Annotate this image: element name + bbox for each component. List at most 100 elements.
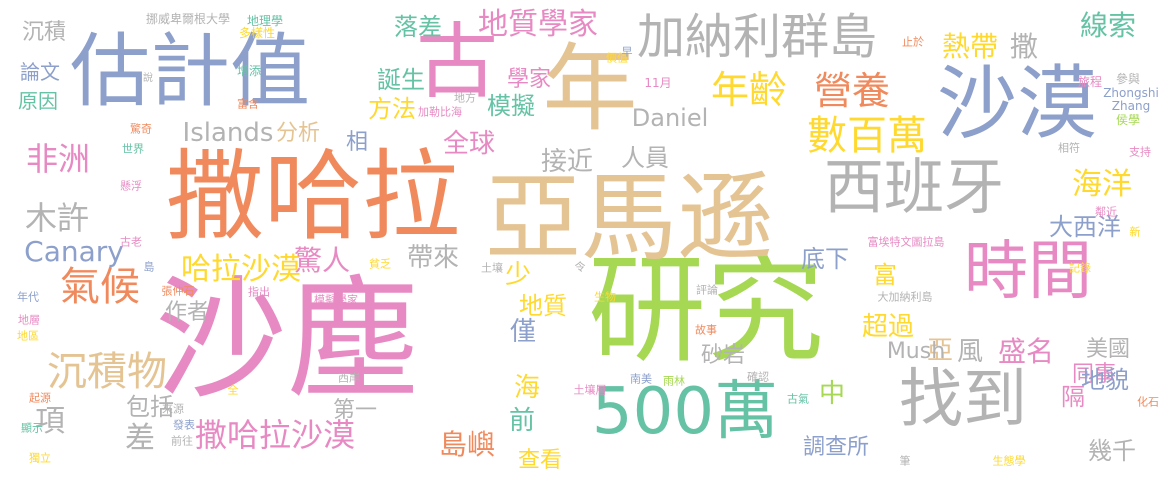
cloud-word: 11月 <box>644 76 672 90</box>
cloud-word: 前往 <box>171 434 193 448</box>
cloud-word: 沉積 <box>21 20 67 45</box>
cloud-word: 500萬 <box>591 375 779 449</box>
cloud-word: 原因 <box>18 89 58 113</box>
cloud-word: 盛名 <box>997 335 1055 368</box>
cloud-word: 驚人 <box>293 244 351 277</box>
cloud-word: 時間 <box>964 235 1092 309</box>
cloud-word: 多樣性 <box>238 26 276 40</box>
cloud-word: 哈拉沙漠 <box>181 252 301 287</box>
cloud-word: 止於 <box>902 35 924 49</box>
cloud-word: 沙塵 <box>155 263 419 417</box>
cloud-word: 人員 <box>621 144 669 172</box>
cloud-word: 第一 <box>332 398 378 423</box>
cloud-word: 帶來 <box>406 243 460 273</box>
cloud-word: 指出 <box>248 285 270 299</box>
cloud-word: 地區 <box>17 329 39 343</box>
cloud-word: 富埃特文圖拉島 <box>867 235 945 249</box>
cloud-word: 底下 <box>801 245 849 273</box>
cloud-word: 化石 <box>1137 395 1159 409</box>
cloud-word: 風 <box>956 337 984 367</box>
cloud-word: 中 <box>818 379 846 409</box>
cloud-word: 地質 <box>519 292 567 320</box>
cloud-word: 包括 <box>126 393 174 421</box>
cloud-word: Islands <box>182 118 274 148</box>
cloud-word: 誕生 <box>377 66 425 94</box>
cloud-word: 撒哈拉沙漠 <box>194 416 356 454</box>
cloud-word: 撒哈拉 <box>165 140 461 254</box>
cloud-word: 砂岩 <box>700 343 746 368</box>
cloud-word: 項 <box>35 404 65 439</box>
cloud-word: 估計值 <box>70 25 310 118</box>
cloud-word: 論文 <box>20 60 60 84</box>
cloud-word: 調查所 <box>802 435 870 460</box>
cloud-word: 參與 <box>1115 72 1141 86</box>
cloud-word: 鄰近 <box>1095 205 1117 219</box>
cloud-word: 木許 <box>24 199 90 237</box>
cloud-word: 土壤 <box>481 261 503 275</box>
cloud-word: 世界 <box>122 142 144 156</box>
cloud-word: 地質學家 <box>478 7 598 42</box>
cloud-word: 營養 <box>813 69 891 113</box>
cloud-word: 美國 <box>1085 337 1131 362</box>
cloud-word: 筆 <box>899 454 911 468</box>
cloud-word: 貧乏 <box>369 257 391 271</box>
cloud-word: 地層 <box>18 313 40 327</box>
cloud-word: 古老 <box>120 235 142 249</box>
cloud-word: 大西洋 <box>1049 213 1121 241</box>
cloud-word: 來源 <box>162 402 184 416</box>
cloud-word: 方法 <box>368 95 416 123</box>
cloud-word: 島嶼 <box>438 428 496 461</box>
cloud-word: 作者 <box>164 300 210 325</box>
cloud-word: 全球 <box>442 129 496 159</box>
cloud-word: 海洋 <box>1072 167 1132 202</box>
cloud-word: 富 <box>873 261 897 289</box>
cloud-word: 令 <box>574 260 586 274</box>
cloud-word: 張仲石 <box>161 284 195 298</box>
cloud-word: 海 <box>513 373 541 403</box>
cloud-word: 新 <box>1129 225 1141 239</box>
cloud-word: 非洲 <box>25 140 91 178</box>
cloud-word: 發表 <box>173 418 195 432</box>
cloud-word: 前 <box>508 406 536 436</box>
cloud-word: 研究 <box>587 241 825 379</box>
cloud-word: 確認 <box>747 370 769 384</box>
cloud-word: 找到 <box>899 363 1027 437</box>
cloud-word: 起源 <box>29 391 51 405</box>
cloud-word: 同事 <box>1071 362 1117 387</box>
cloud-word: 隔 <box>1061 383 1085 411</box>
cloud-word: 少 <box>504 260 532 290</box>
cloud-word: 模擬 <box>487 92 535 120</box>
cloud-word: 支持 <box>1129 145 1151 159</box>
cloud-word: 西班牙 <box>824 153 1004 223</box>
cloud-word: 西岸 <box>338 371 360 385</box>
cloud-word: 加納利群島 <box>636 9 878 65</box>
cloud-word: 古氣 <box>787 392 809 406</box>
cloud-word: Daniel <box>631 104 709 132</box>
cloud-word: 年代 <box>17 290 39 304</box>
cloud-word: 分析 <box>275 121 321 146</box>
cloud-word: 亞 <box>926 336 954 366</box>
cloud-word: 增添 <box>236 64 262 78</box>
cloud-word: 早 <box>621 45 633 59</box>
cloud-word: Zhongshi <box>1103 86 1159 100</box>
cloud-word: 線索 <box>1079 9 1137 42</box>
cloud-word: 地方 <box>454 91 476 105</box>
cloud-word: 富含 <box>237 97 259 111</box>
cloud-word: 僅 <box>509 317 537 347</box>
cloud-word: 數百萬 <box>807 113 927 159</box>
cloud-word: 雨林 <box>663 374 685 388</box>
cloud-word: 撒 <box>1009 30 1039 63</box>
cloud-word: 落差 <box>394 13 442 41</box>
cloud-word: 島 <box>143 260 155 274</box>
cloud-word: Mush <box>886 339 946 364</box>
cloud-word: 南美 <box>630 372 652 386</box>
cloud-word: 挪威卑爾根大學 <box>145 12 231 26</box>
cloud-word: 氣候 <box>60 264 140 310</box>
cloud-word: 地理學 <box>246 14 284 28</box>
cloud-word: 差 <box>125 421 155 456</box>
cloud-word: 生物 <box>594 290 616 304</box>
cloud-word: Zhang <box>1111 99 1151 113</box>
cloud-word: 侯學 <box>1115 113 1141 127</box>
cloud-word: 熱帶 <box>941 30 999 63</box>
cloud-word: 生態學 <box>992 454 1026 468</box>
